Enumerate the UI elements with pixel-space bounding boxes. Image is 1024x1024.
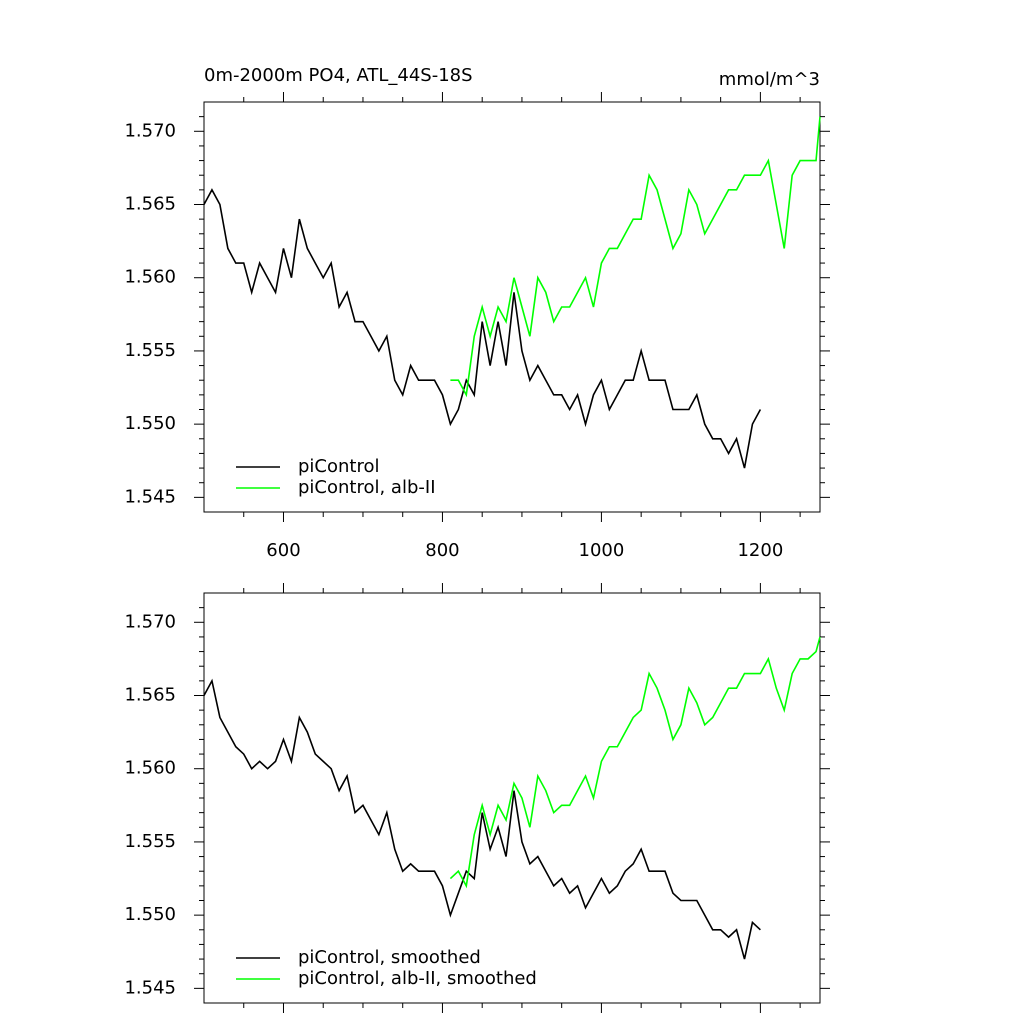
y-tick-label: 1.560 <box>124 758 176 779</box>
chart-title: 0m-2000m PO4, ATL_44S-18S <box>204 65 473 86</box>
x-tick-label: 600 <box>266 540 300 561</box>
plot-frame <box>203 592 821 1004</box>
y-tick-label: 1.570 <box>124 611 176 632</box>
unit-label: mmol/m^3 <box>719 69 820 90</box>
y-tick-label: 1.570 <box>124 120 176 141</box>
y-tick-label: 1.550 <box>124 904 176 925</box>
x-tick-label: 800 <box>425 540 459 561</box>
y-tick-label: 1.555 <box>124 340 176 361</box>
series-line <box>203 188 762 469</box>
legend-label: piControl, alb-II <box>298 477 436 498</box>
series-line <box>450 116 821 398</box>
legend-label: piControl, alb-II, smoothed <box>298 968 537 989</box>
y-tick-label: 1.545 <box>124 977 176 998</box>
x-tick-label: 1000 <box>579 540 625 561</box>
y-tick-label: 1.565 <box>124 685 176 706</box>
series-line <box>449 636 821 889</box>
y-tick-label: 1.550 <box>124 413 176 434</box>
y-tick-label: 1.565 <box>124 194 176 215</box>
series-line <box>203 678 761 960</box>
y-tick-label: 1.555 <box>124 831 176 852</box>
x-tick-label: 1200 <box>737 540 783 561</box>
y-tick-label: 1.560 <box>124 267 176 288</box>
y-tick-label: 1.545 <box>124 486 176 507</box>
legend-label: piControl <box>298 456 380 477</box>
legend-label: piControl, smoothed <box>298 947 481 968</box>
